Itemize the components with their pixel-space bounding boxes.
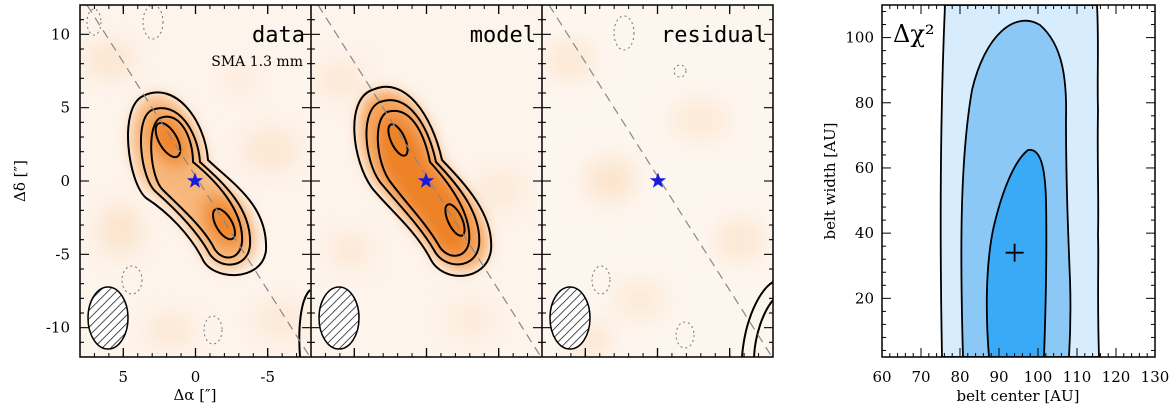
map-ytick-label: 10 bbox=[51, 25, 70, 43]
chi2-xtick-label: 110 bbox=[1063, 368, 1092, 386]
chi2-xtick-label: 130 bbox=[1141, 368, 1170, 386]
chi2-ytick-label: 20 bbox=[855, 289, 874, 307]
chi2-ytick-label: 40 bbox=[855, 224, 874, 242]
map-ticks: 5 0 -5 10 5 0 -5 -10 bbox=[46, 5, 773, 386]
data-contours bbox=[127, 91, 268, 277]
model-beam bbox=[318, 286, 360, 350]
best-fit-marker bbox=[1005, 243, 1024, 262]
data-star bbox=[186, 172, 204, 188]
model-panel-label: model bbox=[470, 23, 536, 48]
chi2-xtick-label: 120 bbox=[1102, 368, 1131, 386]
map-xtick-label: 0 bbox=[191, 368, 201, 386]
chi2-ylabel: belt width [AU] bbox=[821, 123, 839, 240]
chi2-panel-label: Δχ² bbox=[893, 20, 935, 48]
data-edge-contour bbox=[298, 289, 311, 357]
model-contour-3 bbox=[376, 109, 471, 257]
residual-axis-line bbox=[548, 5, 773, 357]
residual-panel-label: residual bbox=[661, 23, 767, 48]
map-xlabel: Δα [″] bbox=[173, 386, 216, 404]
chi2-panel: 60 70 80 90 100 110 120 130 20 40 60 80 100 Δχ² belt… bbox=[821, 4, 1169, 405]
map-ytick-label: -10 bbox=[46, 319, 70, 337]
data-contour-4b bbox=[212, 207, 236, 241]
model-contour-2 bbox=[365, 99, 481, 266]
data-beam bbox=[87, 286, 129, 350]
model-contour-1 bbox=[353, 85, 493, 277]
data-panel-sublabel: SMA 1.3 mm bbox=[211, 54, 303, 70]
data-noise bbox=[84, 5, 311, 357]
map-xtick-label: 5 bbox=[119, 368, 129, 386]
model-axis-line bbox=[317, 5, 542, 357]
residual-beam bbox=[549, 286, 591, 350]
data-panel: data SMA 1.3 mm bbox=[80, 5, 311, 357]
residual-star bbox=[649, 172, 667, 188]
model-panel: model bbox=[311, 5, 542, 357]
chi2-xlabel: belt center [AU] bbox=[956, 387, 1079, 405]
chi2-xtick-label: 80 bbox=[950, 368, 969, 386]
map-ytick-label: -5 bbox=[55, 245, 70, 263]
chi2-ytick-label: 100 bbox=[845, 29, 874, 47]
data-contour-3 bbox=[150, 115, 244, 259]
model-contours bbox=[353, 85, 493, 277]
chi2-ticks: 60 70 80 90 100 110 120 130 20 40 60 80 100 bbox=[845, 5, 1169, 386]
chi2-xtick-label: 60 bbox=[872, 368, 891, 386]
data-panel-label: data bbox=[252, 23, 305, 48]
chi2-xtick-label: 100 bbox=[1024, 368, 1053, 386]
residual-negative-contours bbox=[591, 15, 695, 349]
residual-edge-contour-1 bbox=[741, 281, 773, 357]
map-ytick-label: 0 bbox=[60, 172, 70, 190]
chi2-ytick-label: 80 bbox=[855, 94, 874, 112]
map-xtick-label: -5 bbox=[260, 368, 275, 386]
chi2-xtick-label: 90 bbox=[989, 368, 1008, 386]
model-contour-4b bbox=[444, 203, 466, 237]
map-ylabel: Δδ [″] bbox=[11, 160, 29, 202]
model-star bbox=[417, 172, 435, 188]
data-contour-1 bbox=[127, 91, 268, 277]
data-axis-line bbox=[86, 5, 311, 357]
data-negative-contours bbox=[86, 5, 223, 345]
chi2-xtick-label: 70 bbox=[911, 368, 930, 386]
chi2-contours bbox=[939, 5, 1100, 357]
chi2-ytick-label: 60 bbox=[855, 159, 874, 177]
map-ytick-label: 5 bbox=[60, 99, 70, 117]
residual-panel: residual bbox=[542, 5, 773, 357]
data-contour-4a bbox=[154, 121, 182, 159]
residual-edge-contour-2 bbox=[753, 299, 773, 357]
data-contour-2 bbox=[140, 107, 252, 266]
model-contour-4a bbox=[387, 123, 409, 157]
